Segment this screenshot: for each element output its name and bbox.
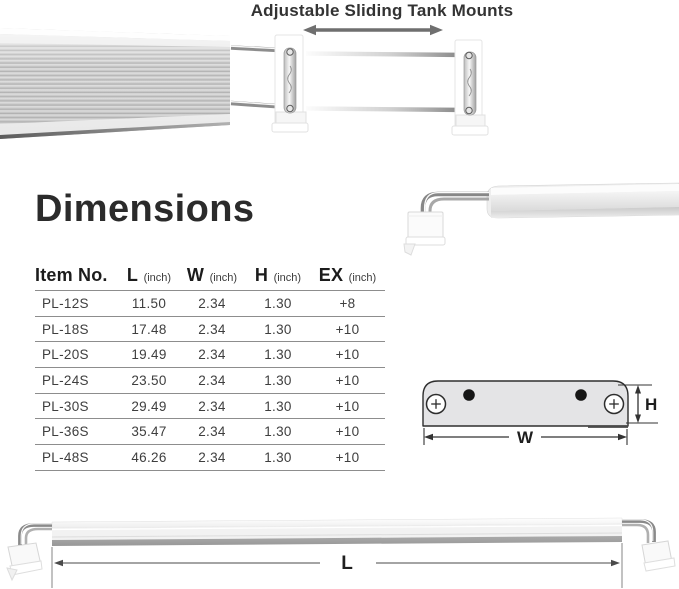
table-cell-item: PL-48S (42, 449, 89, 465)
h-dimension: H (618, 384, 658, 424)
table-cell-ex: +10 (335, 347, 360, 363)
table-cell-w: 2.34 (198, 449, 226, 465)
table-cell-w: 2.34 (198, 398, 226, 414)
bracket-outline (422, 380, 629, 428)
table-cell-item: PL-12S (42, 295, 89, 311)
table-cell-h: 1.30 (264, 449, 292, 465)
mount-block (403, 211, 446, 256)
table-cell-l: 35.47 (131, 424, 167, 440)
screw-icon (603, 393, 625, 415)
table-cell-ex: +8 (339, 295, 356, 311)
table-cell-item: PL-24S (42, 372, 89, 388)
bar-end-with-mount-illustration (403, 182, 679, 256)
table-cell-h: 1.30 (264, 347, 292, 363)
light-bar-top-view (0, 28, 230, 139)
col-header-w: W (inch) (186, 264, 238, 285)
table-cell-item: PL-18S (42, 321, 89, 337)
l-label: L (341, 553, 353, 574)
table-cell-w: 2.34 (198, 347, 226, 363)
table-header-row: Item No. L (inch) W (inch) H (inch) EX (… (35, 260, 385, 291)
table-cell-h: 1.30 (264, 321, 292, 337)
table-row: PL-48S 46.26 2.34 1.30 +10 (35, 445, 385, 471)
dimensions-table: Item No. L (inch) W (inch) H (inch) EX (… (35, 260, 385, 471)
slide-direction-arrow-icon (303, 24, 443, 36)
table-cell-h: 1.30 (264, 398, 292, 414)
tank-mount-left (230, 34, 309, 133)
light-bar-front-view (51, 517, 623, 546)
table-cell-l: 46.26 (131, 449, 167, 465)
table-row: PL-20S 19.49 2.34 1.30 +10 (35, 342, 385, 369)
table-cell-h: 1.30 (264, 424, 292, 440)
table-cell-item: PL-20S (42, 347, 89, 363)
table-cell-h: 1.30 (264, 372, 292, 388)
mount-right (622, 519, 676, 572)
table-cell-l: 29.49 (131, 398, 167, 414)
table-row: PL-30S 29.49 2.34 1.30 +10 (35, 394, 385, 420)
table-row: PL-36S 35.47 2.34 1.30 +10 (35, 419, 385, 446)
col-header-item: Item No. (35, 264, 108, 285)
table-cell-w: 2.34 (198, 372, 226, 388)
mount-left (6, 523, 52, 582)
mount-hole (463, 389, 475, 401)
mount-hole (575, 389, 587, 401)
table-cell-ex: +10 (335, 372, 360, 388)
light-bar-side-view (486, 182, 679, 219)
w-dimension: W (423, 428, 628, 447)
brand-script-icon (467, 68, 472, 97)
table-cell-w: 2.34 (198, 424, 226, 440)
table-cell-w: 2.34 (198, 295, 226, 311)
table-cell-ex: +10 (335, 398, 360, 414)
page-title: Adjustable Sliding Tank Mounts (250, 1, 514, 20)
w-label: W (517, 428, 534, 447)
table-cell-l: 11.50 (131, 295, 167, 311)
table-cell-l: 17.48 (131, 321, 167, 337)
mount-arm (420, 191, 489, 216)
tank-mount-right (305, 39, 489, 136)
table-cell-ex: +10 (335, 321, 360, 337)
table-cell-ex: +10 (335, 449, 360, 465)
table-cell-item: PL-36S (42, 424, 89, 440)
full-length-dimension-illustration: L (6, 517, 676, 588)
col-header-ex: EX (inch) (318, 264, 377, 285)
l-dimension: L (51, 543, 623, 588)
sliding-mounts-illustration (0, 24, 489, 139)
table-body: PL-12S 11.50 2.34 1.30 +8 PL-18S 17.48 2.34 1.30… (35, 291, 385, 471)
brand-script-icon (287, 65, 292, 94)
table-cell-l: 19.49 (131, 347, 167, 363)
dimensions-heading: Dimensions (35, 188, 255, 230)
screw-icon (425, 393, 447, 415)
table-cell-ex: +10 (335, 424, 360, 440)
h-label: H (645, 395, 657, 414)
col-header-l: L (inch) (126, 264, 172, 285)
table-cell-l: 23.50 (131, 372, 167, 388)
col-header-h: H (inch) (254, 264, 302, 285)
table-row: PL-24S 23.50 2.34 1.30 +10 (35, 368, 385, 394)
table-row: PL-12S 11.50 2.34 1.30 +8 (35, 291, 385, 317)
mount-bracket-dimension-diagram: H W (422, 380, 658, 447)
table-cell-h: 1.30 (264, 295, 292, 311)
table-cell-item: PL-30S (42, 398, 89, 414)
table-cell-w: 2.34 (198, 321, 226, 337)
table-row: PL-18S 17.48 2.34 1.30 +10 (35, 317, 385, 343)
